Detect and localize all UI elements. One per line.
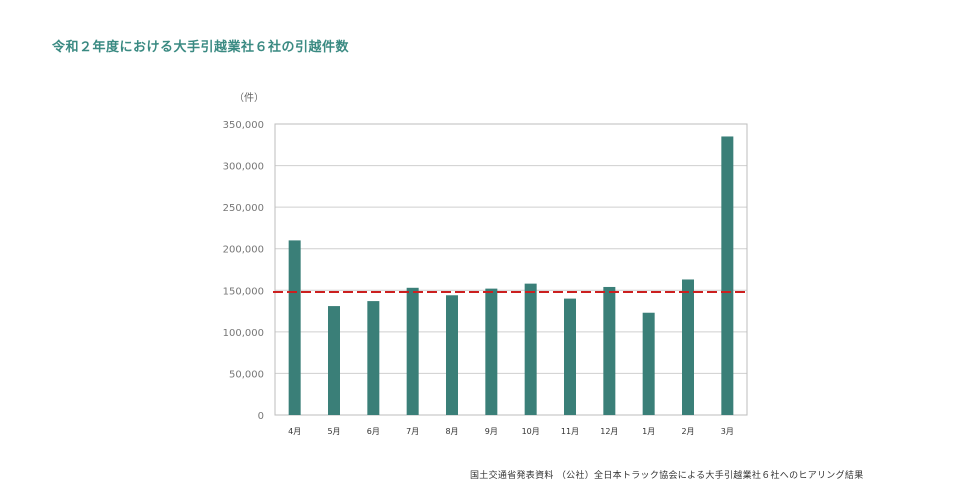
x-tick-label: 10月 — [522, 427, 540, 436]
bar — [642, 312, 655, 415]
y-tick-label: 350,000 — [223, 120, 264, 131]
bar — [446, 295, 458, 415]
bar — [564, 298, 576, 415]
bar — [406, 287, 419, 415]
bar — [288, 240, 301, 415]
y-tick-label: 150,000 — [223, 286, 264, 297]
y-tick-label: 100,000 — [223, 328, 264, 339]
y-tick-label: 0 — [258, 411, 264, 422]
x-tick-label: 11月 — [561, 427, 579, 436]
bar — [328, 306, 340, 415]
bar — [367, 301, 380, 415]
grid-lines — [275, 165, 747, 374]
source-note: 国土交通省発表資料 （公社）全日本トラック協会による大手引越業社６社へのヒアリン… — [470, 471, 864, 481]
x-tick-label: 9月 — [485, 427, 498, 436]
x-tick-label: 1月 — [642, 427, 655, 436]
x-tick-label: 6月 — [367, 427, 380, 436]
x-axis-tick-labels: 4月 5月 6月 7月 8月 9月 10月 11月 12月 1月 2月 3月 — [288, 427, 734, 436]
bar — [524, 283, 537, 415]
y-tick-label: 300,000 — [223, 162, 264, 173]
y-axis-tick-labels: 0 50,000 100,000 150,000 200,000 250,000 300,0… — [223, 120, 264, 422]
bar — [721, 136, 734, 415]
x-tick-label: 8月 — [445, 427, 458, 436]
bars — [288, 136, 734, 415]
x-tick-label: 4月 — [288, 427, 301, 436]
y-axis-unit-label: （件） — [234, 92, 264, 104]
plot-frame — [274, 123, 748, 416]
bar — [682, 279, 694, 415]
bar — [603, 286, 616, 415]
chart-title: 令和２年度における大手引越業社６社の引越件数 — [52, 40, 350, 55]
y-tick-label: 200,000 — [223, 245, 264, 256]
y-tick-label: 50,000 — [229, 369, 264, 380]
bar — [485, 288, 498, 415]
y-tick-label: 250,000 — [223, 203, 264, 214]
x-tick-label: 2月 — [681, 427, 694, 436]
x-tick-label: 5月 — [327, 427, 340, 436]
x-tick-label: 12月 — [600, 427, 618, 436]
x-tick-label: 3月 — [721, 427, 734, 436]
x-tick-label: 7月 — [406, 427, 419, 436]
